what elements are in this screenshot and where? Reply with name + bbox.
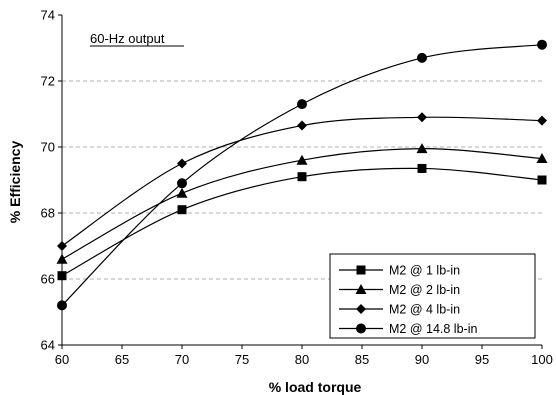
data-point-diamond (537, 115, 547, 126)
annotation-60hz: 60-Hz output (90, 31, 165, 46)
x-tick-label: 65 (115, 352, 129, 367)
data-point-square (537, 175, 547, 185)
data-point-diamond (417, 112, 427, 123)
data-point-triangle (56, 253, 68, 264)
y-tick-label: 72 (41, 74, 55, 89)
x-axis-label: % load torque (269, 379, 362, 395)
series-group (56, 39, 548, 311)
legend-label: M2 @ 14.8 lb-in (389, 322, 477, 336)
data-point-circle (537, 39, 547, 50)
data-point-circle (417, 52, 427, 63)
x-tick-label: 90 (415, 352, 429, 367)
x-tick-label: 70 (175, 352, 189, 367)
legend-label: M2 @ 4 lb-in (389, 303, 460, 317)
legend-label: M2 @ 2 lb-in (389, 283, 460, 297)
series-line-circle (61, 44, 543, 306)
data-point-square (57, 271, 67, 281)
x-tick-label: 60 (55, 352, 69, 367)
x-tick-label: 95 (475, 352, 489, 367)
y-tick-labels: 64 66 68 70 72 74 (41, 8, 55, 353)
data-point-circle (297, 99, 307, 110)
data-point-square (417, 163, 427, 173)
data-point-diamond (57, 241, 67, 251)
data-point-triangle (176, 187, 188, 198)
y-tick-label: 66 (41, 272, 55, 287)
legend-marker-diamond (356, 304, 366, 314)
y-tick-label: 64 (41, 338, 55, 353)
x-tick-labels: 60 65 70 75 80 85 90 95 100 (55, 352, 553, 367)
legend-marker-square (356, 265, 366, 275)
data-point-diamond (297, 120, 307, 131)
series-line-diamond (61, 116, 543, 247)
y-axis-label: % Efficiency (7, 141, 23, 224)
data-point-triangle (536, 153, 548, 164)
data-point-triangle (296, 154, 308, 165)
x-tick-label: 75 (235, 352, 249, 367)
data-point-square (297, 172, 307, 182)
data-point-diamond (177, 158, 187, 169)
axes (58, 14, 543, 349)
data-point-triangle (416, 143, 428, 154)
x-tick-label: 80 (295, 352, 309, 367)
data-point-circle (177, 178, 187, 189)
data-point-circle (57, 300, 67, 311)
y-tick-label: 74 (41, 8, 55, 23)
x-tick-label: 85 (355, 352, 369, 367)
data-point-square (177, 205, 187, 215)
legend-label: M2 @ 1 lb-in (389, 264, 460, 278)
y-tick-label: 70 (41, 140, 55, 155)
legend: M2 @ 1 lb-in M2 @ 2 lb-in M2 @ 4 lb-in M2 @… (329, 253, 536, 339)
y-tick-label: 68 (41, 206, 55, 221)
legend-marker-circle (356, 323, 366, 334)
legend-marker-triangle (355, 284, 367, 294)
x-tick-label: 100 (531, 352, 553, 367)
